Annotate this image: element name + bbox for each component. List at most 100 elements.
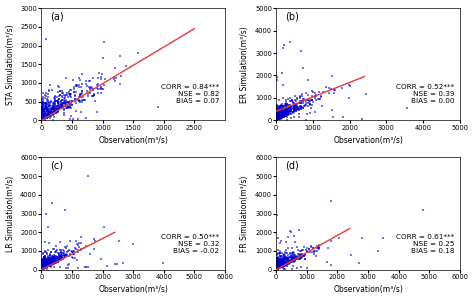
Point	[282, 260, 290, 265]
Point	[41, 104, 49, 109]
Point	[295, 228, 303, 233]
Point	[51, 257, 59, 262]
Point	[43, 108, 51, 113]
Point	[283, 256, 290, 260]
Point	[308, 98, 315, 103]
Point	[277, 260, 285, 265]
Point	[273, 258, 281, 263]
Point	[44, 260, 51, 264]
Point	[40, 115, 48, 119]
Point	[274, 266, 282, 271]
Point	[61, 208, 68, 212]
Point	[38, 266, 46, 271]
Point	[274, 260, 282, 265]
Point	[51, 106, 58, 111]
Point	[286, 108, 293, 112]
Point	[275, 260, 283, 264]
Point	[45, 111, 52, 116]
Point	[279, 113, 286, 118]
Point	[273, 113, 280, 118]
Point	[57, 255, 64, 260]
Point	[273, 260, 281, 264]
Point	[273, 108, 281, 113]
Point	[274, 255, 282, 260]
Point	[291, 106, 299, 110]
Point	[275, 114, 283, 118]
Point	[52, 259, 60, 263]
Point	[298, 104, 305, 109]
Point	[62, 253, 70, 257]
Point	[273, 267, 280, 272]
Point	[286, 259, 293, 264]
Point	[279, 257, 286, 262]
Point	[275, 262, 283, 267]
Point	[279, 258, 287, 262]
Point	[39, 94, 46, 99]
Point	[273, 109, 280, 114]
Point	[55, 259, 62, 264]
Point	[43, 97, 51, 101]
Point	[286, 103, 294, 107]
Point	[277, 264, 284, 268]
Point	[40, 258, 47, 263]
Point	[279, 111, 286, 116]
Point	[45, 258, 52, 263]
Point	[287, 106, 294, 110]
Point	[41, 262, 48, 267]
Point	[288, 260, 295, 265]
Point	[43, 262, 50, 267]
Point	[284, 255, 292, 260]
Point	[273, 112, 281, 117]
Point	[273, 264, 280, 269]
Point	[290, 101, 297, 106]
Point	[47, 262, 55, 267]
Point	[273, 264, 281, 268]
Point	[273, 260, 280, 265]
Point	[38, 265, 46, 270]
Point	[275, 259, 283, 264]
Point	[44, 115, 52, 119]
Point	[276, 116, 283, 121]
Point	[290, 106, 298, 111]
Point	[282, 254, 289, 259]
Point	[44, 261, 51, 266]
Point	[45, 113, 53, 118]
Point	[277, 263, 285, 268]
Point	[276, 264, 283, 269]
Point	[274, 266, 282, 270]
Point	[50, 106, 58, 110]
Point	[274, 256, 282, 260]
Point	[279, 106, 286, 111]
Point	[59, 103, 67, 108]
Point	[274, 266, 282, 271]
Point	[273, 117, 281, 122]
Point	[41, 263, 48, 268]
Point	[50, 256, 58, 261]
Point	[274, 251, 282, 256]
Point	[299, 248, 307, 252]
Point	[40, 107, 48, 112]
Point	[300, 254, 308, 259]
Point	[58, 94, 65, 98]
Point	[66, 91, 74, 96]
Point	[277, 113, 285, 118]
Point	[289, 258, 297, 263]
Point	[44, 259, 52, 263]
Point	[276, 253, 283, 258]
Point	[274, 263, 282, 268]
Point	[273, 261, 281, 266]
Point	[39, 109, 47, 113]
Point	[277, 264, 285, 269]
Point	[42, 263, 50, 268]
Point	[277, 106, 285, 111]
Point	[56, 254, 64, 259]
Point	[274, 266, 282, 271]
Point	[51, 97, 59, 101]
Point	[280, 115, 288, 119]
Point	[294, 248, 301, 252]
Point	[40, 260, 47, 265]
Point	[332, 88, 339, 92]
Point	[273, 265, 281, 269]
Point	[38, 266, 46, 271]
Point	[276, 105, 283, 110]
